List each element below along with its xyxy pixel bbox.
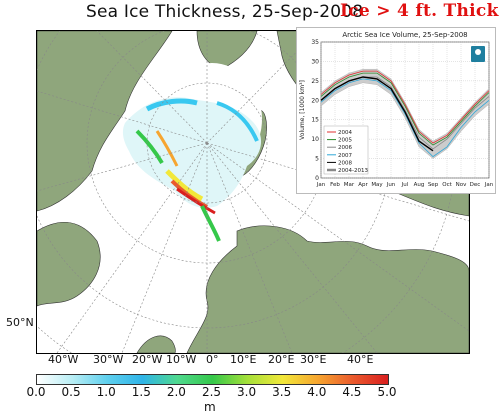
lon-label: 30°E <box>300 353 327 366</box>
colorbar-tick-label: 2.5 <box>201 385 222 399</box>
x-tick-label: Apr <box>358 182 368 188</box>
colorbar-tick-label: 1.0 <box>96 385 116 399</box>
x-tick-label: Feb <box>330 182 340 188</box>
british-isles <box>136 335 176 353</box>
colorbar-tick-label: 0.5 <box>61 385 81 399</box>
y-axis-label: Volume, [1000 km³] <box>299 80 306 140</box>
x-tick-label: Jun <box>386 182 396 188</box>
lon-label: 0° <box>206 353 219 366</box>
map-canvas <box>37 31 469 353</box>
colorbar-tick-label: 3.5 <box>272 385 292 399</box>
volume-chart: Arctic Sea Ice Volume, 25-Sep-2008 0 5 10 15… <box>299 31 494 188</box>
colorbar-tick-label: 1.5 <box>131 385 151 399</box>
colorbar-tick-label: 0.0 <box>26 385 46 399</box>
lon-label: 20°W <box>132 353 163 366</box>
lon-label: 40°W <box>48 353 79 366</box>
y-tick-label: 0 <box>315 175 319 182</box>
page-title: Sea Ice Thickness, 25-Sep-2008 <box>86 2 364 22</box>
x-tick-label: Jul <box>401 182 409 188</box>
sea-ice-logo-mark <box>475 49 481 55</box>
ice-cover <box>122 97 262 208</box>
x-tick-label: Jan <box>316 182 326 188</box>
lon-label: 30°W <box>93 353 124 366</box>
series-line-2004 <box>320 70 490 144</box>
colorbar-tick-label: 4.5 <box>342 385 362 399</box>
legend-label: 2006 <box>338 145 352 151</box>
x-tick-label: Jan <box>484 182 494 188</box>
x-tick-label: Nov <box>456 182 467 188</box>
y-tick-label: 10 <box>311 136 319 143</box>
series-line-2008 <box>320 76 434 152</box>
legend-label: 2004-2013 <box>338 168 368 174</box>
ice-band-thin <box>216 101 259 142</box>
colorbar-tick-label: 2.0 <box>166 385 186 399</box>
ice-band-very-thick <box>176 187 216 215</box>
ice-band-mid <box>200 205 221 242</box>
thick-ice-callout: Ice > 4 ft. Thick <box>340 1 499 21</box>
legend-label: 2004 <box>338 130 352 136</box>
colorbar-gradient <box>37 375 388 384</box>
colorbar-ticks: 0.0 0.5 1.0 1.5 2.0 2.5 3.0 3.5 4.0 4.5 5.0 <box>26 385 396 399</box>
lon-label: 40°E <box>347 353 374 366</box>
y-tick-label: 15 <box>311 117 319 124</box>
x-tick-label: Oct <box>442 182 452 188</box>
legend-label: 2008 <box>338 160 352 166</box>
ice-band-thick <box>155 130 179 167</box>
legend-label: 2007 <box>338 153 352 159</box>
y-tick-label: 5 <box>315 156 319 163</box>
greenland-canada-landmass <box>37 31 173 212</box>
colorbar-tick-label: 4.0 <box>307 385 327 399</box>
legend-box <box>323 125 369 175</box>
ice-band-thick <box>165 169 204 202</box>
colorbar-unit: m <box>204 400 216 414</box>
x-tick-label: Dec <box>470 182 481 188</box>
x-tick-label: May <box>371 182 383 188</box>
volume-chart-inset: Arctic Sea Ice Volume, 25-Sep-2008 0 5 10 15… <box>296 27 496 194</box>
latitude-label: 50°N <box>6 316 34 329</box>
y-tick-label: 30 <box>311 58 319 65</box>
series-line-2005 <box>320 72 490 146</box>
series-line-2007 <box>320 78 490 158</box>
y-tick-label: 25 <box>311 78 319 85</box>
iceland-landmass <box>37 222 101 307</box>
y-tick-label: 20 <box>311 97 319 104</box>
lon-label: 20°E <box>268 353 295 366</box>
legend-label: 2005 <box>338 138 352 144</box>
lon-label: 10°W <box>166 353 197 366</box>
x-tick-label: Aug <box>414 182 425 188</box>
colorbar-tick-label: 5.0 <box>377 385 397 399</box>
ice-band-thin <box>145 98 198 112</box>
x-tick-label: Mar <box>344 182 355 188</box>
colorbar <box>36 374 389 385</box>
ice-band-mid <box>135 129 164 165</box>
y-tick-label: 35 <box>311 39 319 46</box>
x-tick-label: Sep <box>428 182 439 188</box>
lon-label: 10°E <box>230 353 257 366</box>
inset-chart-title: Arctic Sea Ice Volume, 25-Sep-2008 <box>342 31 467 39</box>
colorbar-tick-label: 3.0 <box>237 385 257 399</box>
